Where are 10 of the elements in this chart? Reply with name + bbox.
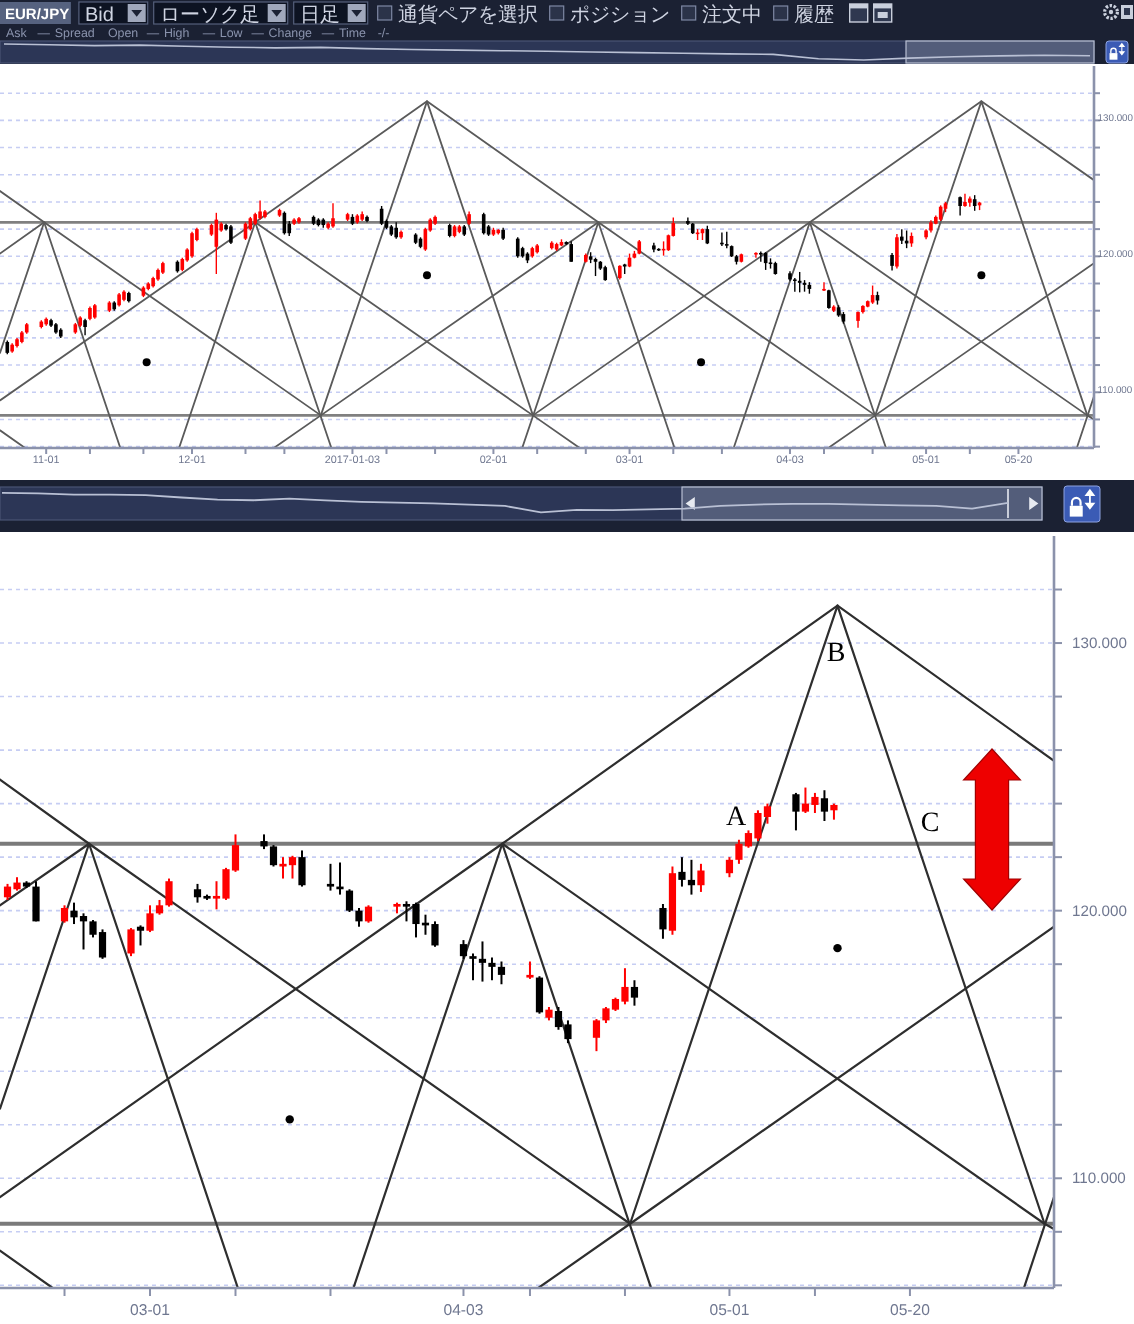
annotation: B bbox=[826, 639, 846, 669]
text: Bid bbox=[84, 4, 114, 27]
text: ローソク足 bbox=[159, 4, 260, 27]
text: 履歴 bbox=[793, 4, 834, 27]
text: 注文中 bbox=[701, 2, 762, 27]
text: ポジション bbox=[569, 4, 670, 27]
annotation: C bbox=[920, 809, 940, 839]
text: 日足 bbox=[299, 4, 340, 27]
annotation: A bbox=[725, 803, 748, 833]
text: 通貨ペアを選択 bbox=[397, 2, 538, 27]
